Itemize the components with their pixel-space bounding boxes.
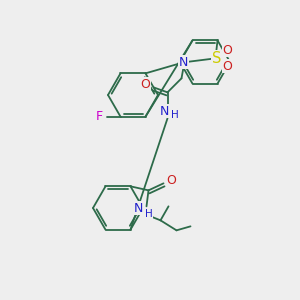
Text: O: O	[223, 44, 232, 57]
Text: H: H	[171, 110, 178, 120]
Text: H: H	[145, 209, 152, 219]
Text: N: N	[134, 202, 143, 215]
Text: S: S	[212, 51, 221, 66]
Text: O: O	[167, 174, 176, 187]
Text: N: N	[179, 56, 188, 69]
Text: F: F	[96, 110, 103, 123]
Text: O: O	[141, 78, 150, 91]
Text: N: N	[160, 105, 169, 118]
Text: O: O	[223, 60, 232, 73]
